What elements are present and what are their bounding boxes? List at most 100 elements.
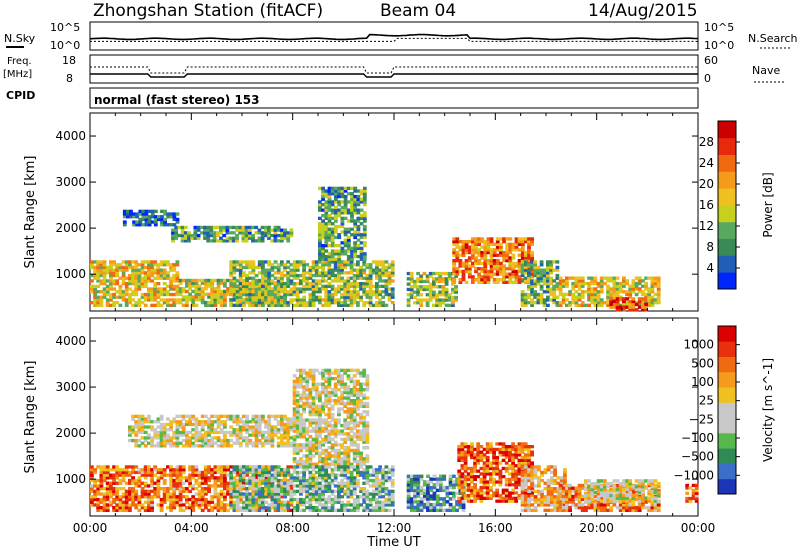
velocity-cell: [245, 417, 249, 421]
power-cell: [238, 298, 243, 302]
power-cell: [273, 239, 278, 243]
power-cell: [141, 223, 146, 227]
velocity-cell: [181, 495, 186, 499]
velocity-cell: [365, 412, 370, 417]
velocity-cell: [349, 435, 354, 439]
velocity-cell: [105, 476, 110, 480]
velocity-cell: [314, 421, 319, 425]
power-cell: [99, 301, 104, 305]
velocity-cell: [321, 468, 325, 472]
velocity-cell: [112, 506, 116, 510]
velocity-cell: [124, 468, 129, 472]
power-cell: [188, 278, 192, 283]
power-cell: [321, 284, 325, 288]
power-cell: [628, 305, 633, 309]
velocity-cell: [105, 495, 110, 499]
velocity-cell: [178, 430, 183, 435]
velocity-cell: [333, 457, 338, 461]
power-cell: [279, 228, 284, 232]
power-cell: [228, 225, 233, 230]
power-cell: [520, 295, 525, 299]
power-cell: [644, 302, 648, 307]
power-cell: [489, 259, 494, 263]
power-cell: [530, 275, 534, 279]
velocity-cell: [308, 497, 313, 502]
velocity-cell: [343, 385, 348, 389]
power-cell: [390, 295, 395, 299]
power-cell: [477, 250, 481, 255]
power-cell: [359, 298, 363, 302]
power-cell: [555, 260, 560, 264]
velocity-cell: [346, 446, 351, 450]
velocity-cell: [235, 438, 240, 443]
velocity-cell: [197, 430, 202, 435]
power-cell: [105, 271, 110, 275]
power-cell: [99, 273, 104, 278]
power-cell: [181, 278, 186, 283]
power-cell: [549, 279, 553, 283]
power-cell: [520, 260, 525, 264]
power-cell: [467, 240, 472, 244]
power-cell: [365, 282, 370, 286]
velocity-cell: [299, 492, 303, 496]
power-cell: [455, 253, 460, 257]
power-cell: [257, 279, 262, 283]
power-cell: [216, 278, 221, 283]
velocity-cell: [324, 385, 329, 389]
velocity-cell: [178, 508, 183, 512]
velocity-cell: [346, 415, 351, 419]
power-cell: [150, 271, 154, 275]
velocity-cell: [359, 435, 363, 439]
power-cell: [245, 287, 249, 291]
power-cell: [156, 282, 161, 286]
power-cell: [235, 284, 240, 288]
power-cell: [334, 186, 338, 190]
cpid-strip-frame: [89, 87, 699, 109]
velocity-cell: [356, 382, 360, 386]
velocity-cell: [147, 420, 151, 424]
power-cell: [264, 298, 268, 302]
velocity-cell: [121, 508, 126, 512]
power-cell: [327, 298, 332, 302]
power-cell: [273, 271, 278, 275]
velocity-cell: [286, 441, 291, 445]
power-cell: [584, 281, 588, 286]
velocity-cell: [232, 441, 237, 445]
velocity-cell: [324, 388, 329, 392]
velocity-cell: [261, 500, 265, 504]
power-cell: [352, 292, 357, 297]
power-cell: [327, 230, 332, 234]
power-cell: [121, 268, 126, 272]
velocity-cell: [105, 492, 110, 496]
velocity-cell: [134, 489, 139, 493]
power-cell: [580, 281, 585, 286]
power-cell: [203, 228, 207, 232]
velocity-cell: [276, 481, 281, 485]
velocity-cell: [314, 393, 319, 397]
velocity-cell: [299, 368, 303, 373]
velocity-cell: [251, 489, 256, 493]
power-cell: [337, 186, 342, 190]
velocity-cell: [273, 417, 278, 421]
power-cell: [474, 242, 478, 246]
power-cell: [226, 289, 230, 294]
power-cell: [495, 261, 500, 265]
velocity-cell: [178, 433, 183, 437]
power-cell: [206, 236, 211, 240]
power-cell: [508, 272, 513, 276]
velocity-cell: [270, 465, 275, 469]
power-cell: [193, 228, 198, 232]
power-cell: [318, 271, 322, 275]
velocity-cell: [359, 418, 363, 422]
velocity-cell: [147, 508, 151, 512]
velocity-cell: [340, 385, 344, 389]
velocity-cell: [264, 481, 268, 485]
power-cell: [324, 303, 329, 307]
nave-label: Nave: [752, 64, 780, 77]
power-cell: [486, 280, 491, 284]
velocity-cell: [137, 495, 142, 499]
power-cell: [587, 290, 591, 294]
power-cell: [289, 231, 294, 235]
velocity-cell: [232, 489, 237, 493]
velocity-cell: [349, 407, 354, 411]
